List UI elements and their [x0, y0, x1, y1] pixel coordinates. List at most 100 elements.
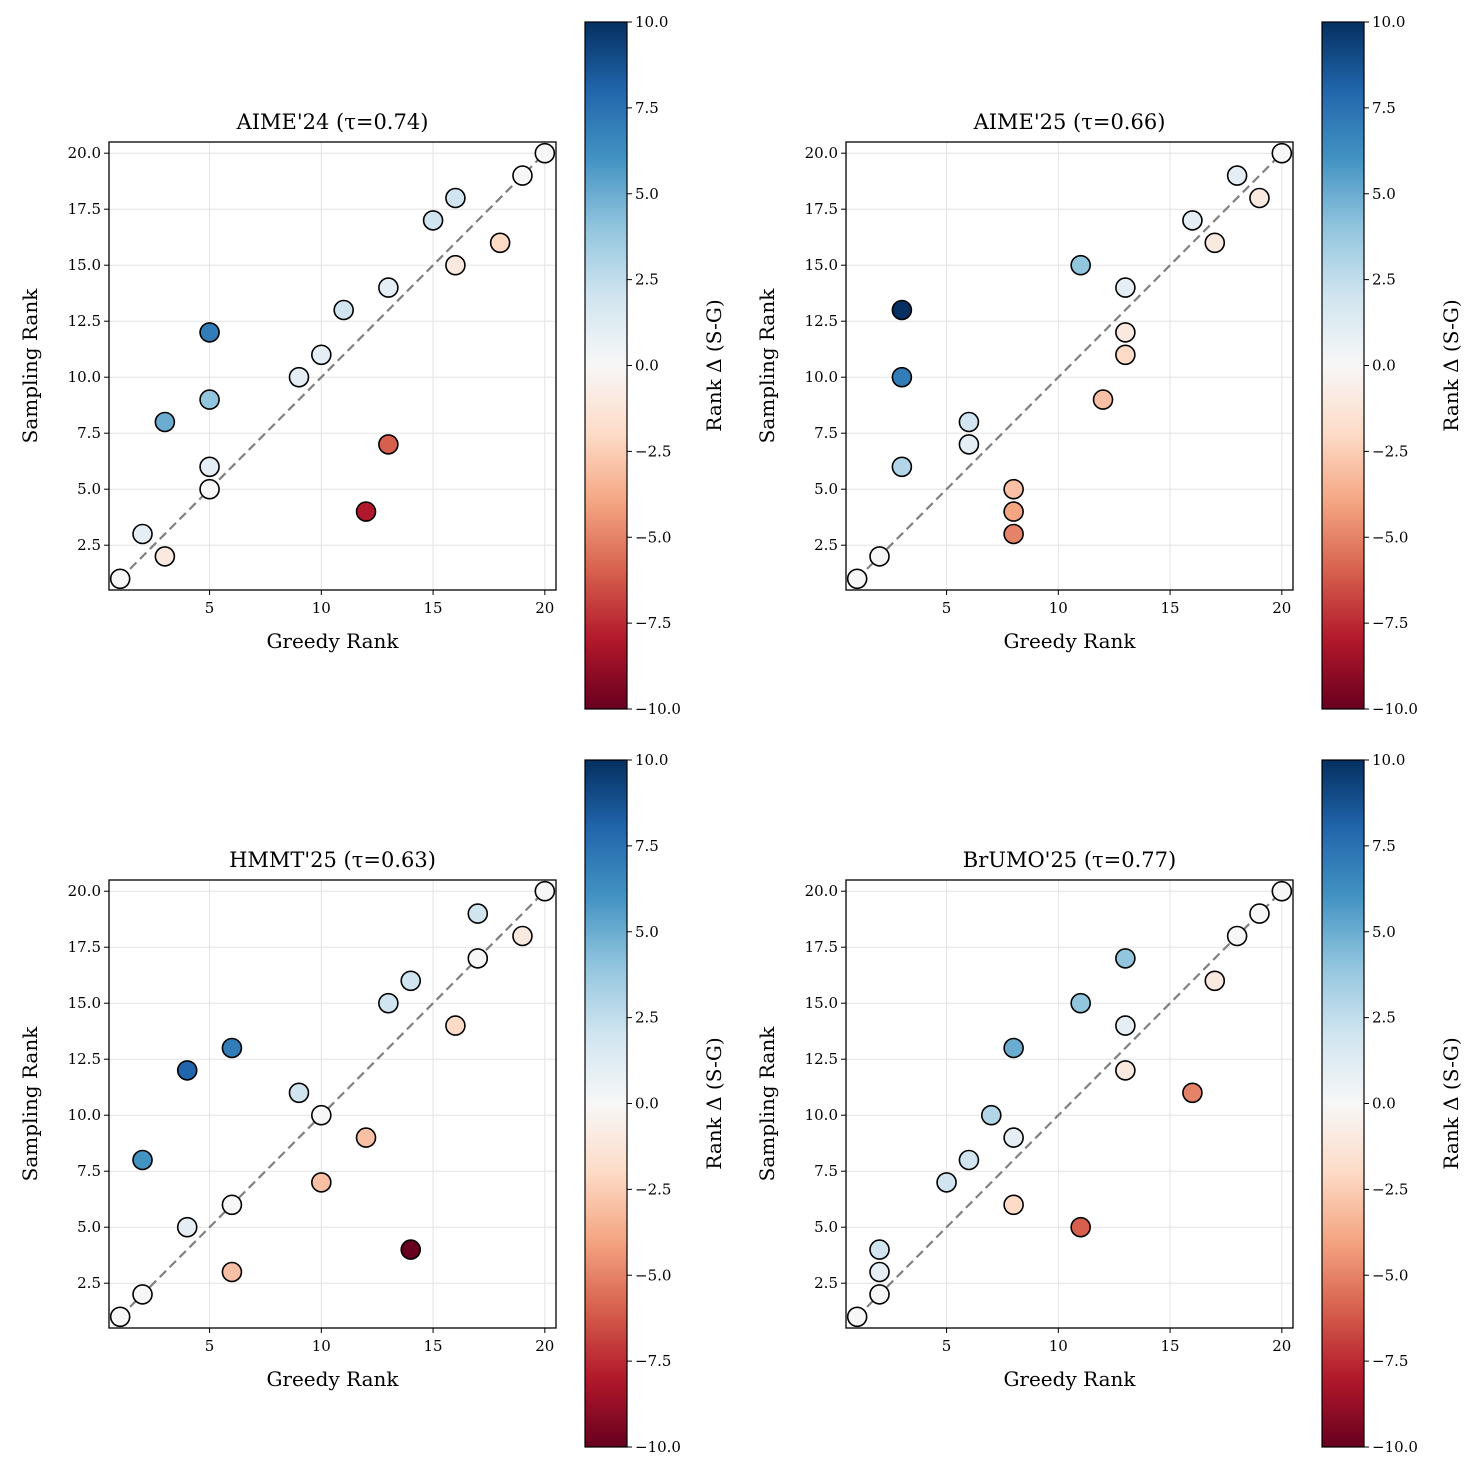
data-point [1271, 880, 1293, 902]
data-point [846, 568, 868, 590]
data-point [311, 1172, 332, 1193]
data-point [1115, 322, 1136, 343]
data-point [869, 546, 890, 567]
y-tick-label: 15.0 [68, 994, 101, 1012]
y-tick-label: 20.0 [805, 882, 838, 900]
x-tick-label: 20 [1272, 1337, 1291, 1355]
y-tick-label: 20.0 [68, 144, 101, 162]
data-point [311, 1104, 332, 1126]
data-point [512, 925, 533, 947]
colorbar-tick-label: 10.0 [1372, 751, 1405, 769]
colorbar-label: Rank Δ (S-G) [1439, 1037, 1463, 1169]
data-point [958, 434, 980, 455]
y-tick-label: 15.0 [805, 256, 838, 274]
y-tick-label: 20.0 [805, 144, 838, 162]
chart-title: AIME'25 (τ=0.66) [973, 110, 1166, 134]
colorbar-tick-label: 2.5 [635, 1009, 659, 1027]
colorbar-tick-label: −5.0 [635, 528, 671, 546]
data-point [512, 165, 533, 186]
data-point [221, 1037, 243, 1059]
y-tick-label: 7.5 [814, 1162, 838, 1180]
colorbar-tick-label: −7.5 [635, 614, 671, 632]
data-point [534, 142, 556, 164]
data-point [355, 501, 377, 522]
diagonal-reference-line [856, 890, 1283, 1318]
colorbar-label: Rank Δ (S-G) [702, 299, 726, 431]
colorbar-tick-label: −2.5 [635, 442, 671, 460]
data-point [132, 1284, 153, 1305]
data-point [1003, 478, 1024, 500]
subplot-4: 5 10 15 20 2.5 5.0 7.5 10.0 12.5 15.0 17.5 20.0 BrUM… [755, 751, 1463, 1456]
colorbar-tick-label: −5.0 [1372, 1266, 1408, 1284]
axes-frame [108, 879, 557, 1329]
colorbar-tick-label: −7.5 [1372, 1352, 1408, 1370]
data-point [869, 1239, 890, 1260]
data-point [378, 434, 399, 455]
colorbar-tick-label: 7.5 [1372, 837, 1396, 855]
data-point [1204, 232, 1226, 254]
diagonal-reference-line [856, 152, 1283, 580]
y-tick-label: 12.5 [805, 1050, 838, 1068]
colorbar-tick-label: −5.0 [1372, 528, 1408, 546]
y-tick-label: 7.5 [814, 424, 838, 442]
data-point [1249, 187, 1270, 209]
colorbar-tick-label: 5.0 [635, 923, 659, 941]
data-point [445, 187, 466, 209]
data-point [311, 344, 332, 366]
y-tick-label: 10.0 [68, 368, 101, 386]
y-tick-label: 17.5 [68, 200, 101, 218]
data-point [1115, 948, 1136, 969]
y-tick-label: 7.5 [77, 424, 101, 442]
x-axis-label: Greedy Rank [266, 629, 399, 653]
y-tick-label: 10.0 [805, 368, 838, 386]
data-point [1115, 1060, 1136, 1081]
y-tick-label: 5.0 [77, 1218, 101, 1236]
data-point [333, 299, 354, 321]
colorbar-tick-label: −7.5 [635, 1352, 671, 1370]
y-tick-label: 12.5 [68, 1050, 101, 1068]
colorbar-tick-label: −10.0 [1372, 1438, 1418, 1456]
x-tick-label: 10 [1049, 599, 1068, 617]
x-tick-label: 5 [205, 599, 215, 617]
data-point [1003, 1194, 1024, 1216]
x-tick-label: 20 [535, 1337, 554, 1355]
data-point [1070, 254, 1091, 276]
data-point [355, 1127, 377, 1148]
data-point [958, 1149, 980, 1171]
data-point [378, 992, 399, 1014]
colorbar-tick-label: 7.5 [635, 99, 659, 117]
data-point [1249, 903, 1270, 924]
data-point [1070, 992, 1091, 1014]
y-tick-label: 2.5 [814, 1274, 838, 1292]
y-axis-label: Sampling Rank [755, 288, 779, 444]
colorbar-tick-label: 10.0 [635, 751, 668, 769]
axes-frame [845, 879, 1294, 1329]
data-point [980, 1104, 1002, 1126]
colorbar-tick-label: 2.5 [1372, 271, 1396, 289]
data-point [869, 1261, 890, 1283]
y-tick-label: 2.5 [814, 536, 838, 554]
y-tick-label: 5.0 [77, 480, 101, 498]
y-axis-label: Sampling Rank [755, 1026, 779, 1182]
data-point [1271, 142, 1293, 164]
y-tick-label: 17.5 [805, 938, 838, 956]
diagonal-reference-line [119, 152, 546, 580]
data-point [199, 322, 220, 343]
data-point [1003, 501, 1024, 522]
y-tick-label: 2.5 [77, 536, 101, 554]
colorbar-tick-label: −2.5 [1372, 442, 1408, 460]
colorbar-tick-label: −2.5 [1372, 1180, 1408, 1198]
data-point [891, 366, 913, 388]
data-point [109, 568, 131, 590]
colorbar-tick-label: −10.0 [635, 700, 681, 718]
colorbar-tick-label: −2.5 [635, 1180, 671, 1198]
y-tick-label: 17.5 [68, 938, 101, 956]
y-tick-label: 17.5 [805, 200, 838, 218]
data-point [109, 1306, 131, 1328]
colorbar [584, 21, 628, 710]
data-point [221, 1194, 243, 1216]
data-point [400, 1239, 422, 1260]
y-tick-label: 5.0 [814, 1218, 838, 1236]
y-tick-label: 2.5 [77, 1274, 101, 1292]
